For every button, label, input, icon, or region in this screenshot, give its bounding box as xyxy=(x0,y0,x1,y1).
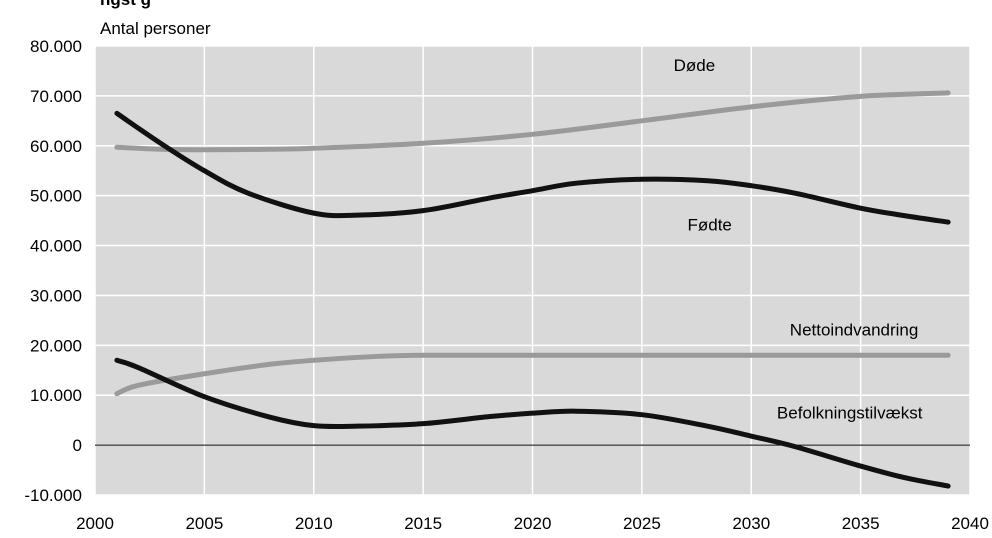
x-tick-label: 2010 xyxy=(295,514,333,533)
y-axis-tick-labels: 80.000 70.000 60.000 50.000 40.000 30.000 20.0… xyxy=(24,37,82,505)
series-label: Nettoindvandring xyxy=(790,320,919,339)
x-axis-tick-labels: 2000 2005 2010 2015 2020 2025 2030 2035 2040 xyxy=(76,514,989,533)
series-line-døde xyxy=(114,90,951,153)
series-line-nettoindvandring xyxy=(114,352,951,397)
y-tick-label: 10.000 xyxy=(30,386,82,405)
series-labels: Døde Fødte Nettoindvandring Befolkningstilv… xyxy=(674,56,923,423)
x-tick-label: 2040 xyxy=(951,514,989,533)
y-tick-label: 20.000 xyxy=(30,336,82,355)
x-tick-label: 2025 xyxy=(623,514,661,533)
series-label: Befolkningstilvækst xyxy=(777,404,923,423)
y-tick-label: 40.000 xyxy=(30,237,82,256)
page-title: ngst g xyxy=(100,0,151,9)
x-tick-label: 2005 xyxy=(185,514,223,533)
series-line-fødte xyxy=(114,110,951,225)
x-tick-label: 2020 xyxy=(514,514,552,533)
series-label: Fødte xyxy=(687,216,731,235)
x-tick-label: 2000 xyxy=(76,514,114,533)
series-label: Døde xyxy=(674,56,716,75)
y-axis-title: Antal personer xyxy=(100,19,211,38)
y-tick-label: 80.000 xyxy=(30,37,82,56)
y-tick-label: 70.000 xyxy=(30,87,82,106)
x-tick-label: 2030 xyxy=(732,514,770,533)
y-tick-label: 0 xyxy=(73,436,82,455)
x-tick-label: 2035 xyxy=(842,514,880,533)
series-line-befolkningstilvækst xyxy=(114,357,951,489)
y-tick-label: 50.000 xyxy=(30,187,82,206)
y-tick-label: 30.000 xyxy=(30,286,82,305)
x-tick-label: 2015 xyxy=(404,514,442,533)
series-lines xyxy=(114,90,951,489)
y-tick-label: -10.000 xyxy=(24,486,82,505)
y-tick-label: 60.000 xyxy=(30,137,82,156)
